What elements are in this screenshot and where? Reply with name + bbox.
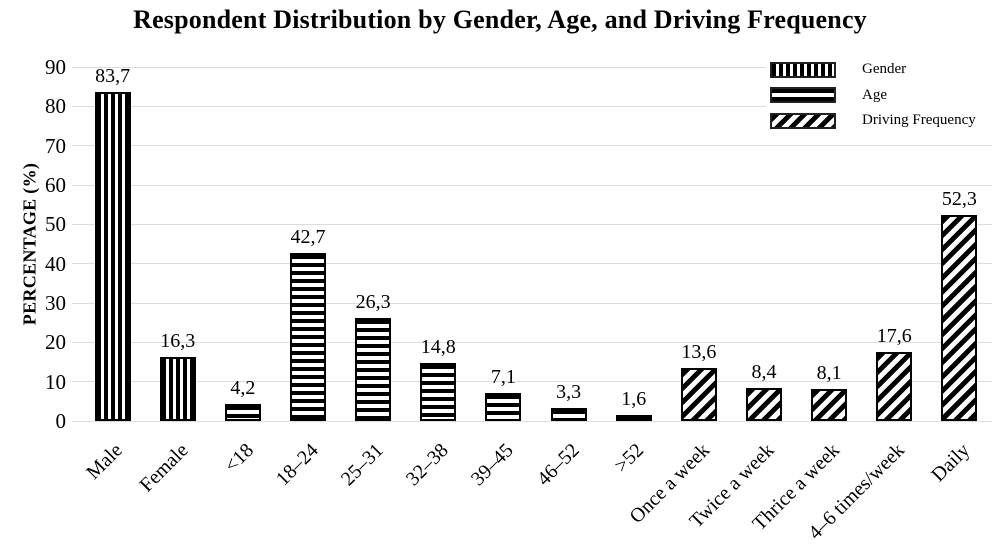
gridline-40	[72, 263, 992, 265]
legend-row-age: Age	[766, 83, 994, 109]
legend: Gender Age Driving Frequency	[766, 57, 994, 134]
bar-value-label: 16,3	[160, 329, 196, 352]
bar-value-label: 7,1	[490, 366, 516, 389]
y-tick-label-10: 10	[45, 369, 66, 394]
y-tick-label-40: 40	[45, 251, 66, 276]
y-tick-label-50: 50	[45, 212, 66, 237]
bar-25-31	[355, 317, 392, 421]
bar-male	[94, 91, 131, 421]
y-tick-label-30: 30	[45, 291, 66, 315]
bar-value-label: 17,6	[876, 324, 912, 347]
legend-swatch-horizontal-stripes	[770, 87, 836, 104]
x-tick-label: 25–31	[337, 439, 388, 491]
gridline-70	[72, 145, 992, 147]
bar-value-label: 13,6	[681, 340, 717, 363]
legend-swatch-diagonal-stripes	[770, 112, 836, 129]
bar-18-24	[290, 253, 326, 421]
bar-46-52	[550, 408, 587, 421]
bar-value-label: 52,3	[941, 188, 977, 211]
y-tick-label-60: 60	[45, 173, 66, 197]
gridline-50	[72, 223, 992, 225]
bar-value-label: 42,7	[290, 226, 326, 249]
x-tick-label: 32–38	[402, 439, 454, 491]
y-tick-label-90: 90	[45, 55, 66, 79]
x-tick-label: 18–24	[271, 439, 323, 491]
x-tick-label: Male	[82, 439, 128, 484]
x-tick-label: 39–45	[467, 439, 519, 491]
bar-value-label: 8,4	[751, 360, 777, 383]
legend-label: Driving Frequency	[862, 112, 976, 129]
x-tick-label: >52	[610, 439, 649, 477]
gridline-90	[72, 66, 992, 68]
y-tick-label-0: 0	[55, 409, 67, 433]
gridline-30	[72, 302, 992, 304]
legend-label: Age	[862, 86, 887, 103]
bar-value-label: 83,7	[95, 64, 131, 87]
legend-row-driving-frequency: Driving Frequency	[766, 108, 994, 134]
y-tick-label-70: 70	[45, 133, 66, 158]
x-tick-label: Daily	[927, 439, 975, 487]
legend-swatch-vertical-stripes	[770, 61, 836, 78]
bar-thrice-a-week	[811, 389, 848, 421]
gridline-20	[72, 341, 992, 343]
bar-female	[159, 356, 196, 421]
x-tick-label: Female	[135, 439, 193, 497]
bar-daily	[941, 215, 978, 421]
bar-value-label: 4,2	[230, 377, 256, 400]
bar-value-label: 3,3	[556, 381, 582, 404]
bar-39-45	[485, 393, 522, 421]
chart-title: Respondent Distribution by Gender, Age, …	[133, 5, 867, 34]
legend-label: Gender	[862, 61, 907, 78]
bar--18	[224, 404, 261, 421]
y-tick-label-80: 80	[45, 94, 66, 119]
bar-once-a-week	[680, 367, 717, 421]
bar-twice-a-week	[746, 387, 782, 421]
gridline-80	[72, 105, 992, 107]
x-tick-label: 46–52	[532, 439, 584, 491]
bar--52	[615, 414, 652, 421]
gridline-60	[72, 184, 992, 186]
bar-value-label: 26,3	[355, 290, 391, 313]
bar-32-38	[420, 362, 457, 421]
y-tick-label-20: 20	[45, 330, 66, 355]
x-tick-label: <18	[219, 439, 258, 477]
gridline-0	[72, 420, 992, 422]
bar-4-6-times-week	[876, 351, 913, 421]
legend-row-gender: Gender	[766, 57, 994, 83]
bar-value-label: 14,8	[420, 335, 456, 358]
bar-value-label: 8,1	[816, 362, 842, 385]
gridline-10	[72, 381, 992, 383]
bar-value-label: 1,6	[621, 387, 647, 410]
